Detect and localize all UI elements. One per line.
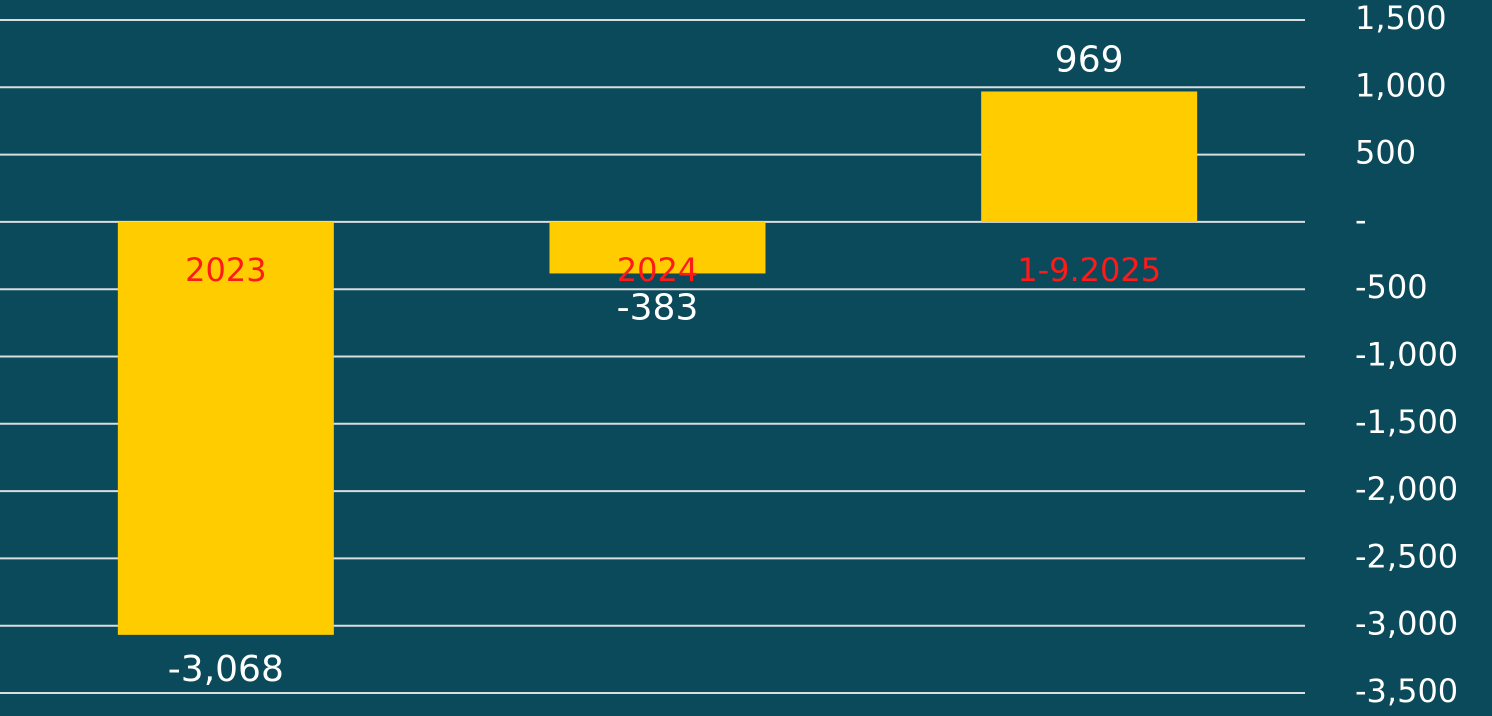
data-label: -3,068 bbox=[168, 649, 284, 690]
y-tick-label: -2,000 bbox=[1355, 470, 1458, 508]
y-tick-label: 1,000 bbox=[1355, 66, 1447, 104]
y-tick-label: 500 bbox=[1355, 134, 1416, 172]
y-tick-label: -2,500 bbox=[1355, 537, 1458, 575]
data-label: 969 bbox=[1055, 39, 1124, 80]
x-tick-label: 2023 bbox=[185, 251, 266, 289]
data-label: -383 bbox=[617, 287, 699, 328]
bar bbox=[549, 221, 766, 274]
x-tick-label: 2024 bbox=[617, 251, 698, 289]
y-tick-label: -3,000 bbox=[1355, 605, 1458, 643]
bar bbox=[117, 221, 334, 635]
y-tick-label: -1,500 bbox=[1355, 403, 1458, 441]
x-tick-label: 1-9.2025 bbox=[1017, 251, 1161, 289]
bar bbox=[981, 91, 1198, 222]
y-tick-label: -1,000 bbox=[1355, 336, 1458, 374]
y-tick-label: 1,500 bbox=[1355, 0, 1447, 37]
y-tick-label: -500 bbox=[1355, 268, 1428, 306]
y-tick-label: - bbox=[1355, 201, 1367, 239]
y-tick-label: -3,500 bbox=[1355, 672, 1458, 710]
